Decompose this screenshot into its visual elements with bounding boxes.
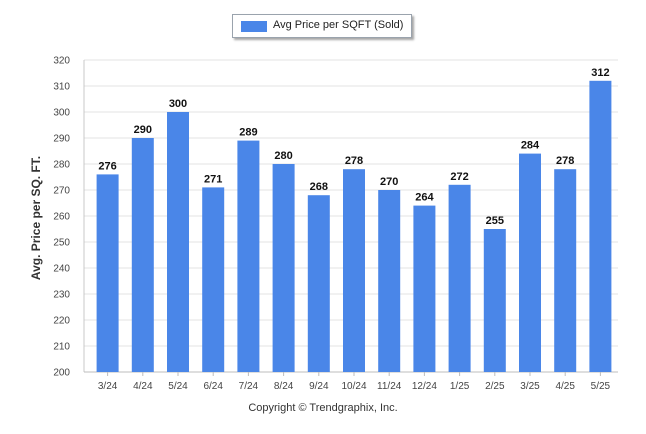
- y-tick-label: 260: [53, 212, 70, 223]
- bar: [167, 112, 189, 372]
- x-tick-label: 8/24: [274, 381, 294, 392]
- legend-label: Avg Price per SQFT (Sold): [273, 19, 404, 31]
- bar: [448, 184, 471, 372]
- bar: [413, 205, 436, 372]
- data-label: 312: [591, 67, 609, 79]
- y-axis-title: Avg. Price per SQ. FT.: [29, 155, 43, 281]
- y-tick-label: 320: [53, 56, 70, 67]
- bar: [378, 190, 401, 372]
- y-tick-label: 270: [53, 186, 70, 197]
- y-tick-label: 280: [53, 160, 70, 171]
- bar: [96, 174, 119, 372]
- bar: [131, 138, 154, 372]
- data-label: 290: [134, 124, 152, 136]
- data-label: 278: [345, 155, 363, 167]
- bar: [272, 164, 295, 372]
- x-tick-label: 9/24: [309, 381, 329, 392]
- copyright-footer: Copyright © Trendgraphix, Inc.: [248, 402, 398, 414]
- x-tick-label: 4/25: [555, 381, 575, 392]
- data-label: 264: [415, 192, 434, 204]
- bar: [343, 169, 365, 372]
- x-tick-label: 1/25: [450, 381, 470, 392]
- data-label: 280: [274, 150, 292, 162]
- data-label: 268: [310, 181, 328, 193]
- x-tick-label: 5/25: [591, 381, 611, 392]
- x-tick-label: 12/24: [412, 381, 437, 392]
- data-label: 276: [98, 160, 116, 172]
- x-tick-label: 3/25: [520, 381, 540, 392]
- y-tick-label: 290: [53, 134, 70, 145]
- data-label: 278: [556, 155, 574, 167]
- x-tick-label: 5/24: [168, 381, 188, 392]
- data-label: 270: [380, 176, 398, 188]
- data-label: 289: [239, 127, 257, 139]
- y-tick-label: 250: [53, 238, 70, 249]
- x-tick-label: 10/24: [341, 381, 366, 392]
- y-tick-label: 220: [53, 316, 70, 327]
- legend: Avg Price per SQFT (Sold): [232, 14, 412, 38]
- data-label: 284: [521, 140, 540, 152]
- x-tick-label: 7/24: [239, 381, 259, 392]
- y-tick-label: 210: [53, 342, 70, 353]
- x-tick-label: 2/25: [485, 381, 505, 392]
- y-tick-label: 240: [53, 264, 70, 275]
- x-tick-label: 3/24: [98, 381, 118, 392]
- x-tick-label: 11/24: [377, 381, 402, 392]
- bar: [589, 80, 612, 373]
- bar: [554, 169, 577, 372]
- y-tick-label: 310: [53, 82, 70, 93]
- data-label: 300: [169, 98, 187, 110]
- data-label: 255: [486, 215, 504, 227]
- bar: [202, 187, 225, 372]
- x-tick-label: 6/24: [203, 381, 223, 392]
- bar: [483, 229, 506, 372]
- y-tick-label: 230: [53, 290, 70, 301]
- data-label: 272: [450, 171, 468, 183]
- bar: [307, 195, 330, 372]
- bar: [237, 140, 260, 372]
- data-label: 271: [204, 173, 222, 185]
- y-tick-label: 300: [53, 108, 70, 119]
- bar: [519, 153, 541, 372]
- legend-swatch: [241, 21, 267, 32]
- y-tick-label: 200: [53, 368, 70, 379]
- x-tick-label: 4/24: [133, 381, 153, 392]
